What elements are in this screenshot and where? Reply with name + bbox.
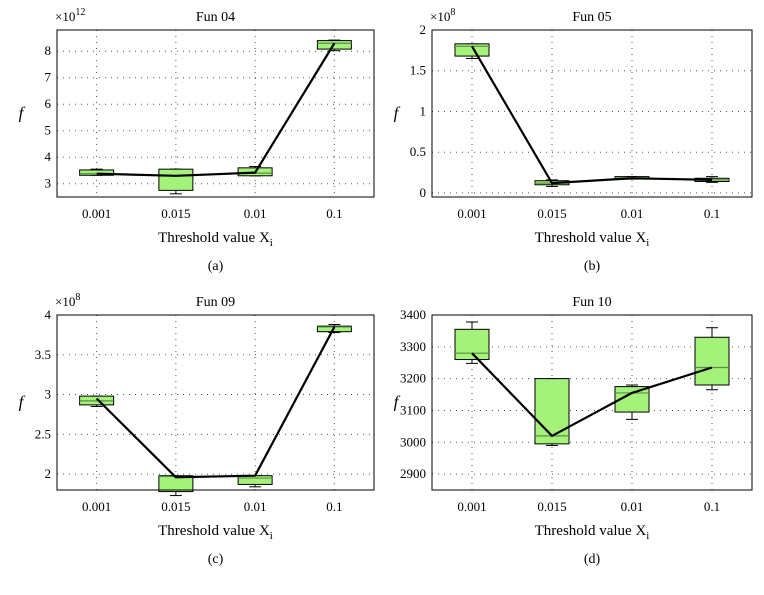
y-tick-label: 2.5 [35,426,51,441]
panel-caption: (c) [208,552,224,567]
panel-caption: (a) [208,259,224,274]
x-tick-label: 0.01 [244,206,267,221]
y-multiplier: ×108 [430,7,455,24]
y-tick-label: 8 [45,43,52,58]
chart-title: Fun 04 [196,10,235,25]
x-axis-label-subscript: i [646,237,649,249]
chart-title: Fun 09 [196,295,235,310]
y-multiplier: ×108 [55,292,80,309]
y-multiplier: ×1012 [55,7,85,24]
x-axis-label: Threshold value Xi [535,523,650,542]
y-tick-label: 3 [45,387,52,402]
series-line [96,42,336,177]
y-tick-label: 2 [420,22,427,37]
x-tick-label: 0.01 [621,499,644,514]
x-tick-label: 0.001 [457,206,486,221]
panel-d: 2900 3000 3100 3200 3300 3400 0.001 0.015 0.01 0.… [394,295,753,567]
y-tick-label: 3300 [400,339,426,354]
x-tick-label: 0.015 [537,499,566,514]
box-iqr [694,336,730,386]
y-tick-label: 3100 [400,402,426,417]
series-line [95,326,336,479]
panel-caption: (b) [584,259,601,274]
y-axis-label: f [19,393,26,412]
y-tick-label: 3.5 [35,347,51,362]
y-tick-label: 0 [420,185,427,200]
x-tick-label: 0.015 [161,499,190,514]
panel-c: 2 2.5 3 3.5 4 0.001 0.015 0.01 0.1 Fun 09 ×108 f Thr… [19,292,375,567]
y-tick-label: 0.5 [410,144,426,159]
x-axis-label: Threshold value Xi [535,230,650,249]
y-tick-label: 6 [45,96,52,111]
chart-title: Fun 05 [572,10,611,25]
y-tick-label: 4 [45,149,52,164]
x-tick-label: 0.1 [704,499,720,514]
x-tick-label: 0.001 [82,499,111,514]
y-multiplier-exponent: 8 [450,7,455,18]
x-tick-label: 0.015 [537,206,566,221]
x-tick-label: 0.1 [704,206,720,221]
y-tick-label: 2 [45,466,52,481]
x-axis-label: Threshold value Xi [158,230,273,249]
panel-caption: (d) [584,552,601,567]
panel-b: 0 0.5 1 1.5 2 0.001 0.015 0.01 0.1 Fun 05 ×108 f Thr… [394,7,753,274]
y-axis-label: f [19,104,26,123]
x-tick-label: 0.1 [326,499,342,514]
y-multiplier-exponent: 8 [75,292,80,303]
plot-frame [431,29,753,198]
x-tick-label: 0.001 [82,206,111,221]
plot-frame [56,29,375,198]
chart-title: Fun 10 [572,295,611,310]
x-axis-label: Threshold value Xi [158,523,273,542]
y-tick-label: 5 [45,123,52,138]
series-line [471,352,713,438]
x-tick-label: 0.015 [161,206,190,221]
y-multiplier-exponent: 12 [75,7,85,18]
series-line [471,45,713,185]
x-tick-label: 0.1 [326,206,342,221]
y-tick-label: 3 [45,176,52,191]
box-iqr [158,475,194,493]
x-axis-label-subscript: i [270,237,273,249]
plot-frame [56,314,375,491]
y-axis-label: f [394,393,401,412]
y-tick-label: 4 [45,307,52,322]
x-tick-label: 0.001 [457,499,486,514]
y-tick-label: 2900 [400,466,426,481]
y-axis-label: f [394,104,401,123]
y-tick-label: 1 [420,103,427,118]
y-tick-label: 3200 [400,371,426,386]
x-tick-label: 0.01 [621,206,644,221]
y-tick-label: 1.5 [410,63,426,78]
box-iqr [454,43,490,57]
x-tick-label: 0.01 [244,499,267,514]
x-axis-label-subscript: i [646,530,649,542]
box-iqr [454,328,490,361]
y-tick-label: 7 [45,70,52,85]
panel-a: 3 4 5 6 7 8 0.001 0.015 0.01 0.1 Fun 04 ×1012 f Thres… [19,7,375,274]
box-iqr [158,168,194,191]
box-iqr [534,378,570,445]
x-axis-label-subscript: i [270,530,273,542]
box-iqr [79,169,115,176]
plot-frame [431,314,753,491]
y-tick-label: 3000 [400,434,426,449]
y-tick-label: 3400 [400,307,426,322]
